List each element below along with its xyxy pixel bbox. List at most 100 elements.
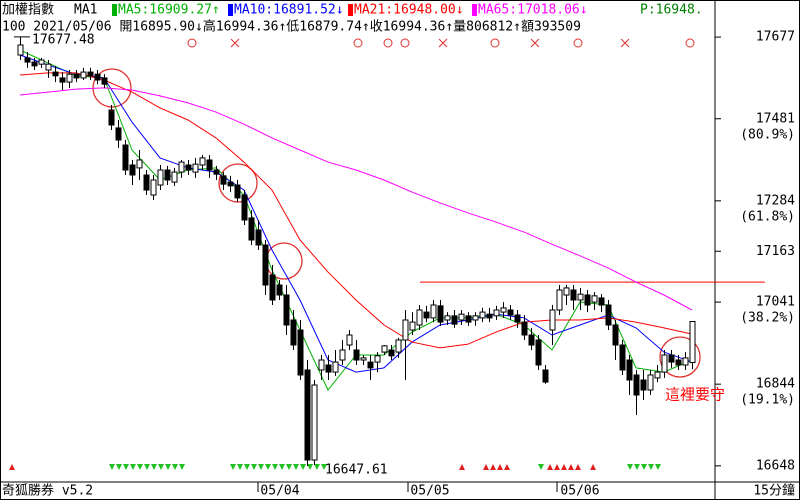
- candle-body: [423, 311, 430, 319]
- sell-triangle: [538, 464, 544, 470]
- candle-body: [17, 44, 24, 56]
- indicator: MA1: [74, 3, 97, 18]
- footer: 奇狐勝券 v5.2: [2, 483, 93, 499]
- candle-body: [262, 244, 269, 286]
- buy-triangle: [568, 464, 574, 470]
- candle-body: [472, 315, 479, 321]
- candle-body: [682, 357, 689, 366]
- candle-body: [619, 344, 626, 371]
- sell-triangle: [123, 464, 129, 470]
- candle-body: [136, 159, 143, 169]
- legend-swatch: [228, 4, 233, 16]
- candle-body: [255, 229, 262, 246]
- candle-body: [332, 361, 339, 373]
- sell-triangle: [258, 464, 264, 470]
- sell-triangle: [130, 464, 136, 470]
- candle-body: [59, 77, 66, 83]
- candle-body: [227, 181, 234, 187]
- candle-body: [297, 329, 304, 376]
- candle-body: [654, 371, 661, 379]
- candle-body: [52, 71, 59, 77]
- note-label: 這裡要守: [665, 386, 725, 404]
- candle-body: [493, 309, 500, 317]
- y-tick-note: (38.2%): [740, 311, 795, 326]
- legend-swatch: [348, 4, 353, 16]
- candle-body: [486, 313, 493, 319]
- y-tick-note: (61.8%): [740, 209, 795, 224]
- candle-body: [325, 364, 332, 373]
- legend-label: MA21:16948.00↓: [354, 3, 464, 18]
- candle-body: [220, 175, 227, 185]
- candle-body: [248, 217, 255, 241]
- candle-body: [521, 321, 528, 336]
- candle-body: [143, 174, 150, 191]
- signal-circle: [573, 38, 583, 48]
- candle-body: [31, 61, 38, 67]
- y-tick-label: 17041: [756, 295, 795, 310]
- buy-triangle: [590, 464, 596, 470]
- sell-triangle: [109, 464, 115, 470]
- sell-triangle: [321, 464, 327, 470]
- title: 加權指數: [2, 3, 54, 18]
- buy-triangle: [554, 464, 560, 470]
- legend-label: MA5:16909.27↑: [118, 3, 220, 18]
- candle-body: [402, 319, 409, 341]
- candle-body: [612, 324, 619, 346]
- candle-body: [80, 71, 87, 79]
- sell-triangle: [230, 464, 236, 470]
- x-label: 05/05: [410, 484, 449, 499]
- x-label: 05/06: [560, 484, 599, 499]
- candle-body: [234, 184, 241, 199]
- candle-body: [514, 314, 521, 323]
- y-tick-label: 17284: [756, 193, 795, 208]
- legend-label: MA10:16891.52↓: [234, 3, 344, 18]
- sell-triangle: [279, 464, 285, 470]
- candle-body: [556, 289, 563, 311]
- y-tick-label: 17163: [756, 244, 795, 259]
- candle-body: [157, 169, 164, 186]
- candle-body: [479, 311, 486, 319]
- candle-body: [626, 359, 633, 381]
- candle-body: [206, 159, 213, 171]
- candle-body: [640, 379, 647, 391]
- candle-body: [598, 297, 605, 306]
- buy-triangle: [497, 464, 503, 470]
- buy-triangle: [504, 464, 510, 470]
- candle-body: [409, 321, 416, 331]
- candle-body: [549, 309, 556, 331]
- candle-body: [24, 57, 31, 63]
- signal-cross: [230, 38, 240, 48]
- candle-body: [647, 374, 654, 391]
- candle-body: [661, 354, 668, 373]
- sell-triangle: [237, 464, 243, 470]
- candle-body: [437, 305, 444, 323]
- candle-body: [451, 315, 458, 325]
- sell-triangle: [300, 464, 306, 470]
- sell-triangle: [244, 464, 250, 470]
- ma-line: [19, 72, 693, 349]
- candle-body: [542, 369, 549, 383]
- candle-body: [171, 171, 178, 183]
- sell-triangle: [641, 464, 647, 470]
- buy-triangle: [547, 464, 553, 470]
- sell-triangle: [151, 464, 157, 470]
- buy-triangle: [483, 464, 489, 470]
- candle-body: [94, 73, 101, 81]
- sell-triangle: [272, 464, 278, 470]
- signal-cross: [438, 38, 448, 48]
- y-tick-note: (80.9%): [740, 127, 795, 142]
- candle-body: [689, 321, 696, 364]
- candle-body: [311, 384, 318, 461]
- candle-body: [507, 309, 514, 316]
- candle-body: [591, 295, 598, 303]
- sell-triangle: [251, 464, 257, 470]
- candle-body: [304, 369, 311, 461]
- candle-body: [430, 304, 437, 319]
- candle-body: [199, 157, 206, 166]
- candle-body: [38, 59, 45, 65]
- signal-cross: [530, 38, 540, 48]
- candle-body: [164, 169, 171, 181]
- candle-body: [283, 294, 290, 326]
